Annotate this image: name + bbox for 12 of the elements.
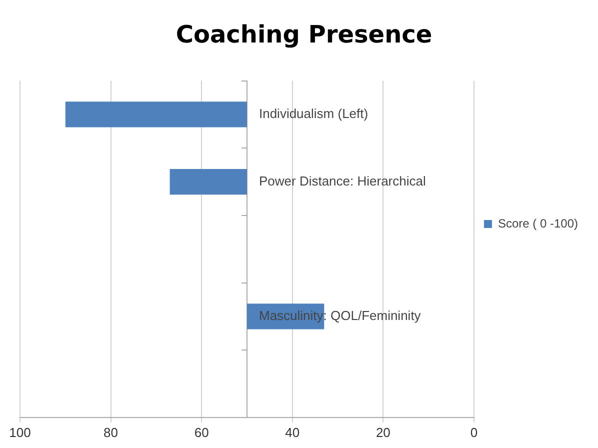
x-tick-label: 20: [376, 424, 390, 440]
bar: [170, 168, 247, 195]
x-tick-label: 40: [285, 424, 300, 440]
x-tick-label: 100: [9, 424, 31, 440]
y-tick-label: Power Distance: Hierarchical: [258, 173, 426, 188]
x-tick-label: 80: [104, 424, 118, 440]
legend-label: Score ( 0 -100): [498, 216, 578, 230]
bar: [65, 102, 247, 128]
y-tick-label: Individualism (Left): [258, 106, 368, 122]
x-tick-label: 60: [194, 424, 209, 440]
x-tick-label: 0: [470, 424, 478, 440]
chart-title: Coaching Presence: [176, 20, 432, 49]
